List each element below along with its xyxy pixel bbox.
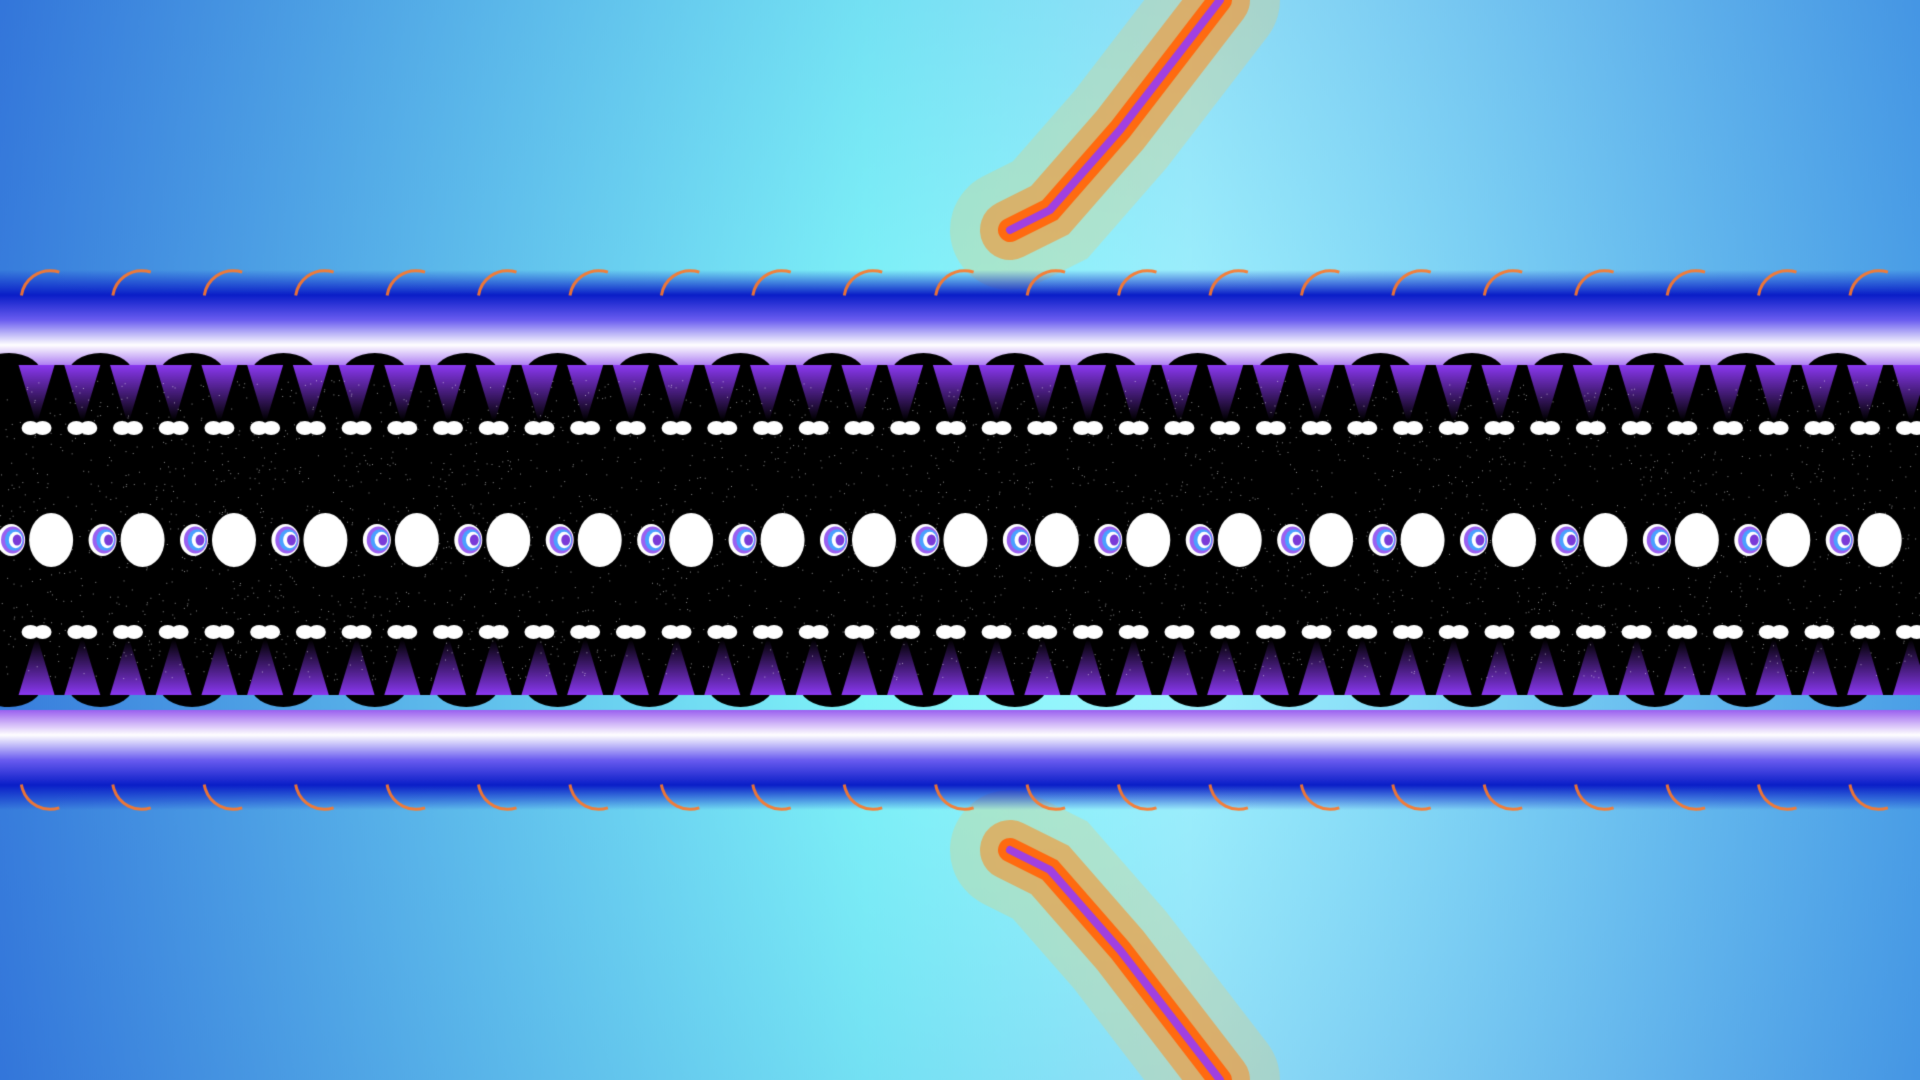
fractal-image bbox=[0, 0, 1920, 1080]
